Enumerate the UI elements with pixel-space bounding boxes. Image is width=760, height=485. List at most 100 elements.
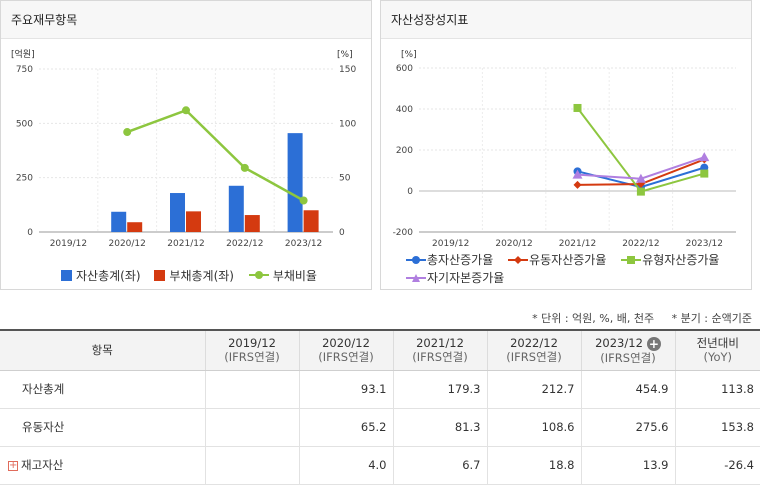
asset-growth-panel: 자산성장성지표 [%] 600 400 200 0 -200 2019/12 2020/12 2…: [380, 0, 752, 290]
bar-liabilities: [127, 222, 142, 232]
legend-label-tangible-asset-growth: 유형자산증가율: [642, 252, 719, 268]
table-cell: 108.6: [487, 408, 581, 446]
x-tick-label: 2020/12: [495, 239, 532, 249]
units-note: * 단위 : 억원, %, 배, 천주 * 분기 : 순액기준: [518, 310, 752, 326]
legend-debt-ratio[interactable]: 부채비율: [248, 267, 317, 283]
debt-ratio-point: [300, 196, 308, 204]
header-year: 2022/12: [488, 336, 581, 350]
current-asset-growth-point: [574, 181, 582, 189]
header-yoy-label: 전년대비: [676, 336, 760, 350]
row-label: 유동자산: [0, 408, 205, 446]
header-basis: (IFRS연결): [582, 351, 675, 365]
header-item: 항목: [0, 330, 205, 370]
row-label: 재고자산: [21, 458, 63, 472]
header-basis: (IFRS연결): [394, 350, 487, 364]
right-tick-label: 150: [339, 65, 356, 75]
header-year: 2023/12: [595, 336, 643, 350]
financial-table: 항목 2019/12(IFRS연결) 2020/12(IFRS연결) 2021/…: [0, 329, 760, 485]
table-cell: [205, 446, 299, 484]
x-tick-label: 2020/12: [109, 239, 146, 249]
y-tick-label: 600: [396, 64, 413, 74]
x-tick-label: 2023/12: [285, 239, 322, 249]
financial-items-title: 주요재무항목: [1, 1, 371, 39]
header-col-2022: 2022/12(IFRS연결): [487, 330, 581, 370]
bar-liabilities: [186, 211, 201, 232]
legend-label-liabilities: 부채총계(좌): [169, 267, 234, 284]
yoy-cell: 153.8: [675, 408, 760, 446]
header-year: 2019/12: [206, 336, 299, 350]
row-label-expandable[interactable]: +재고자산: [0, 446, 205, 484]
equity-growth-point: [699, 152, 709, 161]
tangible-asset-growth-point: [637, 188, 645, 196]
right-tick-label: 100: [339, 119, 356, 129]
legend-swatch-equity-growth: [405, 272, 427, 284]
left-tick-label: 500: [16, 119, 33, 129]
asset-growth-chart: [%] 600 400 200 0 -200 2019/12 2020/12 2021/12 20…: [381, 40, 751, 255]
x-tick-label: 2021/12: [559, 239, 596, 249]
legend-label-equity-growth: 자기자본증가율: [427, 270, 504, 286]
legend-swatch-current-asset-growth: [507, 254, 529, 266]
debt-ratio-point: [123, 128, 131, 136]
table-cell: [205, 408, 299, 446]
x-tick-label: 2022/12: [226, 239, 263, 249]
right-tick-label: 50: [339, 174, 351, 184]
legend-total-asset-growth[interactable]: 총자산증가율: [405, 252, 493, 268]
yoy-cell: -26.4: [675, 446, 760, 484]
legend-liabilities[interactable]: 부채총계(좌): [154, 268, 234, 284]
y-tick-label: 0: [407, 187, 413, 197]
header-basis: (IFRS연결): [206, 350, 299, 364]
legend-label-total-asset-growth: 총자산증가율: [427, 252, 493, 268]
table-cell: 6.7: [393, 446, 487, 484]
tangible-asset-growth-point: [574, 104, 582, 112]
legend-label-current-asset-growth: 유동자산증가율: [529, 252, 606, 268]
bar-assets: [229, 186, 244, 232]
table-cell: 212.7: [487, 370, 581, 408]
bar-assets: [288, 133, 303, 232]
left-tick-label: 250: [16, 174, 33, 184]
yoy-cell: 113.8: [675, 370, 760, 408]
y-tick-label: 400: [396, 105, 413, 115]
asset-growth-legend: 총자산증가율 유동자산증가율 유형자산증가율 자기자본증가율: [405, 252, 755, 288]
legend-equity-growth[interactable]: 자기자본증가율: [405, 270, 504, 286]
header-col-2020: 2020/12(IFRS연결): [299, 330, 393, 370]
header-col-2019: 2019/12(IFRS연결): [205, 330, 299, 370]
y-tick-label: 200: [396, 146, 413, 156]
right-tick-label: 0: [339, 228, 345, 238]
right-axis-unit: [%]: [337, 50, 353, 60]
legend-swatch-tangible-asset-growth: [620, 254, 642, 266]
x-tick-label: 2021/12: [167, 239, 204, 249]
header-yoy: 전년대비(YoY): [675, 330, 760, 370]
header-col-2023: 2023/12 +(IFRS연결): [581, 330, 675, 370]
table-cell: 4.0: [299, 446, 393, 484]
asset-growth-title: 자산성장성지표: [381, 1, 751, 39]
bar-assets: [111, 212, 126, 232]
add-column-icon[interactable]: +: [647, 337, 661, 351]
table-cell: 275.6: [581, 408, 675, 446]
bar-liabilities: [245, 215, 260, 232]
legend-tangible-asset-growth[interactable]: 유형자산증가율: [620, 252, 719, 268]
table-cell: 179.3: [393, 370, 487, 408]
table-row: +재고자산 4.0 6.7 18.8 13.9 -26.4: [0, 446, 760, 484]
legend-swatch-assets: [61, 270, 72, 281]
legend-current-asset-growth[interactable]: 유동자산증가율: [507, 252, 606, 268]
y-tick-label: -200: [393, 228, 414, 238]
table-row: 자산총계 93.1 179.3 212.7 454.9 113.8: [0, 370, 760, 408]
header-year: 2020/12: [300, 336, 393, 350]
header-year: 2021/12: [394, 336, 487, 350]
table-cell: [205, 370, 299, 408]
unit-note: * 단위 : 억원, %, 배, 천주: [532, 312, 654, 325]
x-tick-label: 2022/12: [622, 239, 659, 249]
expand-plus-icon[interactable]: +: [8, 461, 18, 471]
quarter-note: * 분기 : 순액기준: [672, 312, 752, 325]
legend-assets[interactable]: 자산총계(좌): [61, 268, 141, 284]
table-cell: 81.3: [393, 408, 487, 446]
table-cell: 65.2: [299, 408, 393, 446]
x-tick-label: 2019/12: [432, 239, 469, 249]
header-col-2021: 2021/12(IFRS연결): [393, 330, 487, 370]
table-cell: 18.8: [487, 446, 581, 484]
header-basis: (IFRS연결): [300, 350, 393, 364]
row-label: 자산총계: [0, 370, 205, 408]
left-tick-label: 0: [27, 228, 33, 238]
axis-unit: [%]: [401, 50, 417, 60]
left-tick-label: 750: [16, 65, 33, 75]
